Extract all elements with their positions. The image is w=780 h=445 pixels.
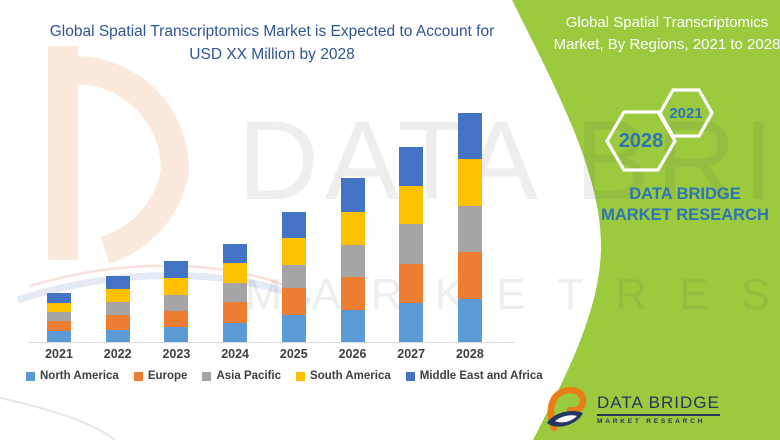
x-axis-tick-label: 2028 — [455, 347, 484, 361]
bar-segment — [105, 315, 130, 330]
bar-segment — [399, 264, 424, 303]
bar-segment — [340, 245, 365, 278]
bar-segment — [164, 261, 189, 278]
bar-segment — [223, 322, 248, 342]
bar-segment — [399, 302, 424, 342]
bar-segment — [47, 312, 71, 322]
bar-segment — [105, 288, 130, 303]
stacked-bar-2025 — [281, 211, 306, 342]
stacked-bar-2024 — [223, 244, 248, 342]
chart-title: Global Spatial Transcriptomics Market is… — [49, 23, 495, 64]
data-bridge-logo-icon — [547, 387, 587, 432]
bar-segment — [223, 262, 248, 283]
stacked-bar-2022 — [105, 276, 130, 342]
legend-label: South America — [310, 370, 391, 382]
legend-item: Europe — [133, 370, 188, 382]
plot-area — [28, 80, 514, 343]
legend-swatch — [405, 371, 415, 381]
legend: North America Europe Asia Pacific South Ame… — [26, 370, 543, 382]
logo-text: DATA BRIDGE MARKET RESEARCH — [597, 393, 720, 425]
legend-item: Asia Pacific — [202, 370, 281, 382]
logo-orange-hook — [547, 387, 587, 432]
x-axis-tick-label: 2024 — [221, 347, 249, 361]
bar-segment — [399, 224, 424, 265]
stacked-bar-2027 — [399, 147, 424, 342]
stacked-bar-2028 — [457, 112, 482, 342]
x-axis-tick-label: 2023 — [162, 347, 191, 361]
x-axis-tick-label: 2025 — [279, 347, 308, 361]
x-axis-tick-label: 2026 — [338, 347, 367, 361]
bar-segment — [457, 298, 482, 342]
logo-swoosh-highlight — [555, 415, 577, 423]
bar-segment — [47, 293, 71, 304]
x-axis-tick-label: 2021 — [45, 347, 73, 361]
logo-subtitle: MARKET RESEARCH — [597, 418, 706, 425]
stacked-bar-2021 — [47, 293, 71, 342]
bar-segment — [164, 295, 189, 311]
legend-label: Asia Pacific — [216, 370, 282, 382]
stacked-bar-2026 — [340, 177, 365, 342]
legend-label: North America — [40, 370, 119, 382]
bar-segment — [457, 206, 482, 252]
bar-segment — [281, 237, 306, 266]
bar-segment — [47, 331, 71, 342]
bar-segment — [223, 301, 248, 323]
x-axis-tick-label: 2027 — [397, 347, 426, 361]
hexagon-2021-label: 2021 — [669, 105, 703, 122]
legend-swatch — [26, 371, 35, 381]
hexagon-2021 — [658, 88, 714, 138]
legend-label: Middle East and Africa — [419, 370, 543, 382]
bar-segment — [164, 277, 189, 296]
bar-segment — [164, 327, 189, 342]
bar-segment — [47, 303, 71, 313]
legend-swatch — [202, 371, 212, 381]
green-curved-shape — [512, 0, 780, 440]
bar-segment — [105, 329, 130, 342]
bar-segment — [457, 159, 482, 207]
bar-segment — [223, 244, 248, 263]
bar-segment — [281, 315, 306, 342]
legend-label: Europe — [147, 370, 188, 382]
legend-item: Middle East and Africa — [405, 370, 543, 382]
hexagon-2028 — [605, 110, 677, 172]
bar-segment — [47, 321, 71, 332]
bar-segment — [105, 276, 130, 289]
bar-segment — [399, 147, 424, 187]
stacked-bar-2023 — [164, 261, 189, 342]
bar-segment — [399, 186, 424, 225]
bar-segment — [164, 311, 189, 327]
hexagon-graphic — [605, 88, 714, 172]
brand-text: DATA BRIDGE MARKET RESEARCH — [601, 185, 769, 225]
bar-segment — [340, 310, 365, 342]
bar-segment — [340, 177, 365, 212]
bar-segment — [340, 277, 365, 311]
x-axis-labels: 2021 2022 2023 2024 2025 2026 2027 2028 — [28, 347, 514, 363]
bar-segment — [223, 282, 248, 302]
legend-swatch — [133, 371, 143, 381]
legend-item: North America — [26, 370, 119, 382]
x-axis-tick-label: 2022 — [103, 347, 132, 361]
bar-segment — [340, 211, 365, 246]
logo-title: DATA BRIDGE — [597, 393, 720, 416]
bar-segment — [457, 251, 482, 299]
bar-segment — [105, 302, 130, 316]
bar-segment — [281, 211, 306, 238]
bar-segment — [281, 288, 306, 315]
legend-item: South America — [296, 370, 391, 382]
bar-segment — [281, 265, 306, 289]
panel-title: Global Spatial Transcriptomics Market, B… — [553, 14, 780, 53]
company-logo: DATA BRIDGE MARKET RESEARCH — [543, 386, 720, 432]
bar-segment — [457, 112, 482, 160]
hexagon-2028-label: 2028 — [618, 130, 664, 152]
legend-swatch — [296, 371, 306, 381]
